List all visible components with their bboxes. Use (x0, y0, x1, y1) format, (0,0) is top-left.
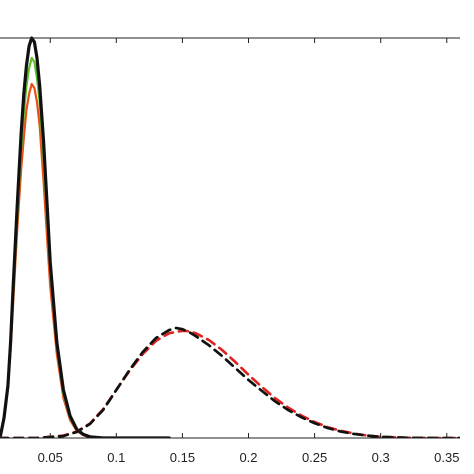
x-tick-label: 0.15 (170, 450, 195, 465)
series-layer (0, 36, 460, 438)
x-tick-label: 0.3 (372, 450, 390, 465)
series-line-3-solid (0, 36, 171, 438)
x-tick-label: 0.25 (302, 450, 327, 465)
series-line-7-dashed (0, 326, 460, 438)
x-tick-label: 0.2 (239, 450, 257, 465)
x-tick-label: 0.35 (434, 450, 459, 465)
x-tick-layer: 0.05 0.1 0.15 0.2 0.25 0.3 0.35 (38, 38, 459, 465)
x-tick-label: 0.05 (38, 450, 63, 465)
axes-layer (0, 37, 460, 439)
x-tick-label: 0.1 (107, 450, 125, 465)
